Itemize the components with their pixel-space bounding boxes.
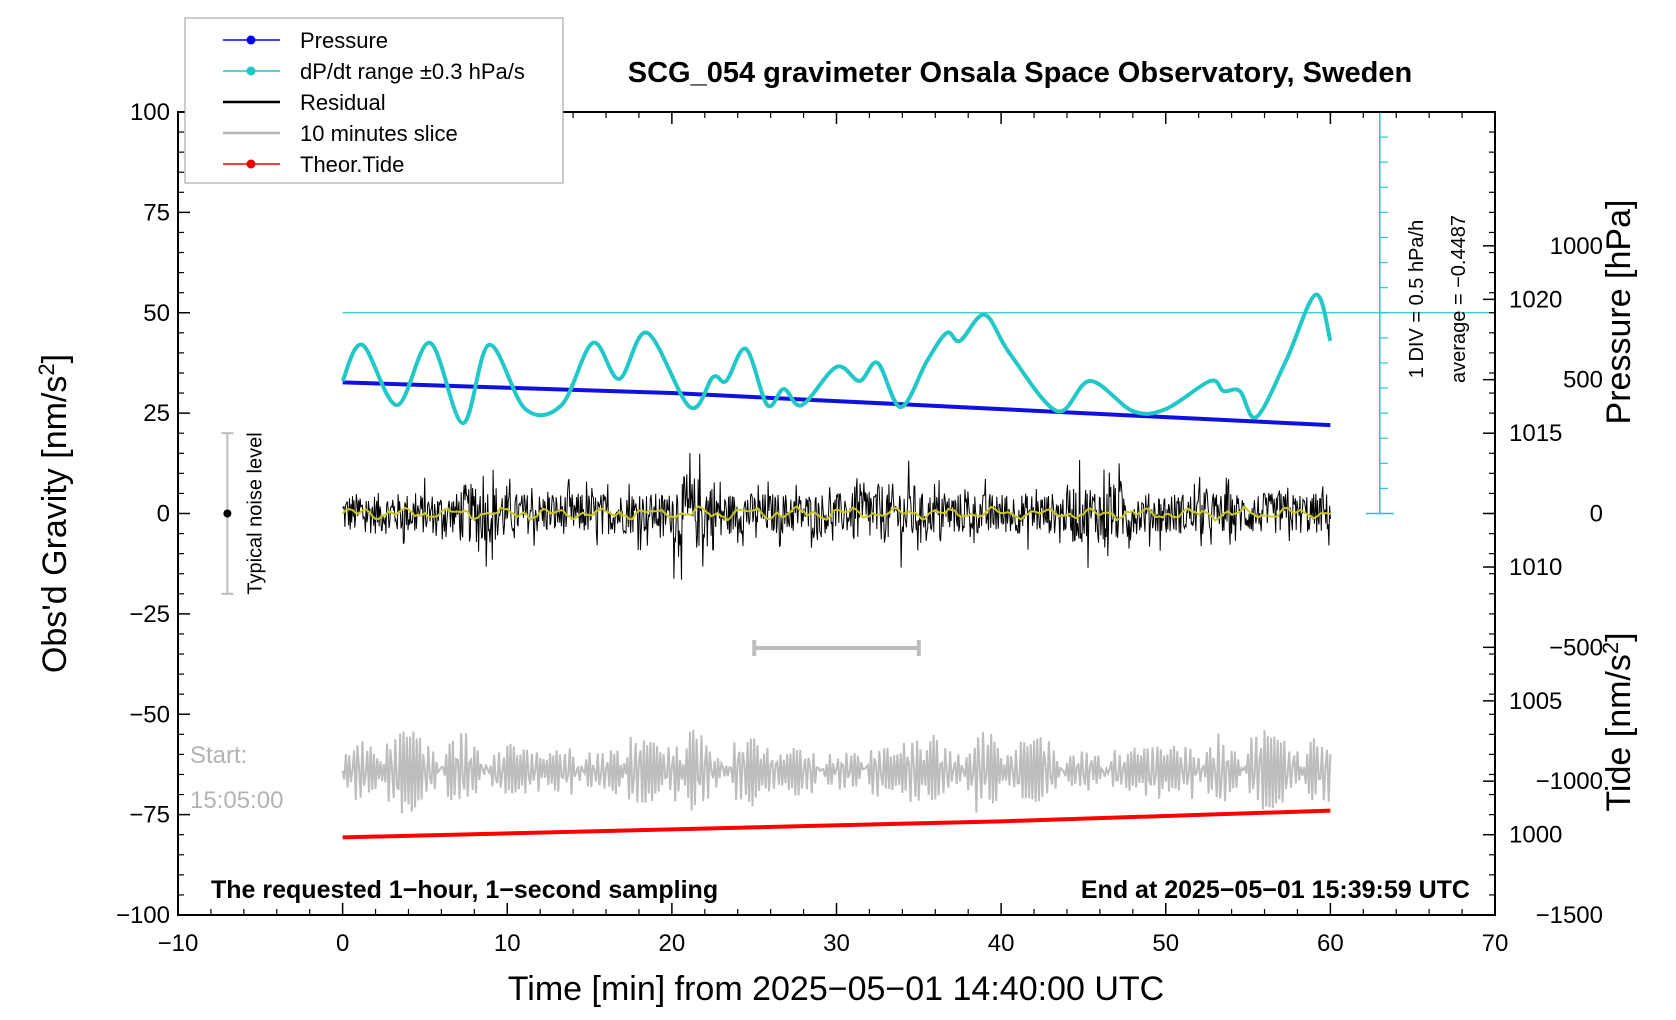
x-tick-label: −10	[158, 930, 199, 957]
start-time: 15:05:00	[190, 787, 283, 814]
axes: −10 0 10 20 30 40 50 60 70−100−75−50−25025507510…	[116, 99, 1603, 957]
x-tick-label: 30	[823, 930, 850, 957]
chart-title: SCG_054 gravimeter Onsala Space Observat…	[628, 57, 1412, 89]
plot-area	[221, 111, 1495, 840]
legend-label: 10 minutes slice	[300, 121, 458, 146]
pressure-line	[342, 380, 1331, 428]
y-axis-label-main: Obs'd Gravity [nm/s	[36, 376, 74, 673]
tide-tick-label: −1500	[1536, 902, 1603, 929]
y-tick-label: −25	[129, 601, 170, 628]
tide-line	[342, 808, 1331, 840]
pressure-tick-label: 1020	[1509, 286, 1562, 313]
legend: Pressure dP/dt range ±0.3 hPa/s Residual 10…	[184, 17, 564, 184]
legend-swatch-marker	[246, 159, 256, 169]
y-tick-label: 100	[130, 99, 170, 126]
bottom-left-note: The requested 1−hour, 1−second sampling	[211, 876, 718, 904]
tide-tick-label: −1000	[1536, 768, 1603, 795]
div-note: 1 DIV = 0.5 hPa/h	[1406, 220, 1428, 378]
start-label: Start:	[190, 742, 247, 769]
tide-tick-label: 0	[1590, 501, 1603, 528]
pressure-tick-label: 1010	[1509, 554, 1562, 581]
pressure-axis-label: Pressure [hPa]	[1600, 200, 1638, 425]
y-tick-label: 0	[157, 501, 170, 528]
y-tick-label: 75	[143, 199, 170, 226]
x-tick-label: 20	[659, 930, 686, 957]
tide-axis-label: Tide [nm/s2]	[1598, 632, 1639, 811]
dpdt-curve	[340, 292, 1333, 426]
noise-level-label: Typical noise level	[244, 432, 266, 594]
y-tick-label: 25	[143, 400, 170, 427]
x-tick-label: 0	[336, 930, 349, 957]
y-tick-label: −75	[129, 802, 170, 829]
x-tick-label: 70	[1482, 930, 1509, 957]
tide-tick-label: 1000	[1550, 233, 1603, 260]
tide-tick-label: 500	[1563, 367, 1603, 394]
legend-label: Theor.Tide	[300, 152, 404, 177]
x-tick-label: 10	[494, 930, 521, 957]
y-tick-label: −100	[116, 902, 170, 929]
y-axis-label: Obs'd Gravity [nm/s2]	[34, 354, 75, 673]
legend-label: dP/dt range ±0.3 hPa/s	[300, 59, 525, 84]
y-tick-label: −50	[129, 701, 170, 728]
noise-center-dot	[223, 509, 232, 518]
legend-label: Residual	[300, 90, 386, 115]
y-axis-label-tail: ]	[36, 354, 74, 363]
pressure-tick-label: 1000	[1509, 822, 1562, 849]
tide-axis-label-sup: 2	[1598, 642, 1623, 654]
legend-label: Pressure	[300, 28, 388, 53]
tide-axis-label-tail: ]	[1600, 632, 1638, 641]
x-tick-label: 40	[988, 930, 1015, 957]
bottom-right-note: End at 2025−05−01 15:39:59 UTC	[1081, 876, 1470, 904]
slice-line	[341, 729, 1332, 814]
x-axis-label: Time [min] from 2025−05−01 14:40:00 UTC	[508, 970, 1164, 1008]
pressure-tick-label: 1005	[1509, 688, 1562, 715]
legend-box	[184, 17, 564, 184]
legend-swatch-marker	[246, 66, 256, 76]
residual-smoothed-line	[341, 505, 1331, 522]
x-tick-label: 50	[1152, 930, 1179, 957]
average-note: average = −0.4487	[1448, 215, 1470, 383]
y-tick-label: 50	[143, 300, 170, 327]
tide-axis-label-main: Tide [nm/s	[1600, 654, 1638, 811]
pressure-tick-label: 1015	[1509, 420, 1562, 447]
residual-line	[342, 452, 1331, 580]
legend-swatch-marker	[246, 35, 256, 45]
tide-tick-label: −500	[1549, 634, 1603, 661]
y-axis-label-sup: 2	[34, 363, 59, 375]
x-tick-label: 60	[1317, 930, 1344, 957]
